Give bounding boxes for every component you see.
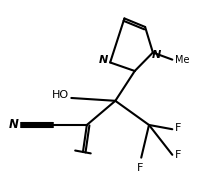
Text: N: N [151, 50, 161, 60]
Text: F: F [137, 163, 143, 173]
Text: F: F [174, 150, 181, 160]
Text: HO: HO [52, 90, 69, 100]
Text: Me: Me [175, 55, 190, 65]
Text: F: F [174, 123, 181, 133]
Text: N: N [8, 118, 18, 131]
Text: N: N [99, 55, 108, 65]
